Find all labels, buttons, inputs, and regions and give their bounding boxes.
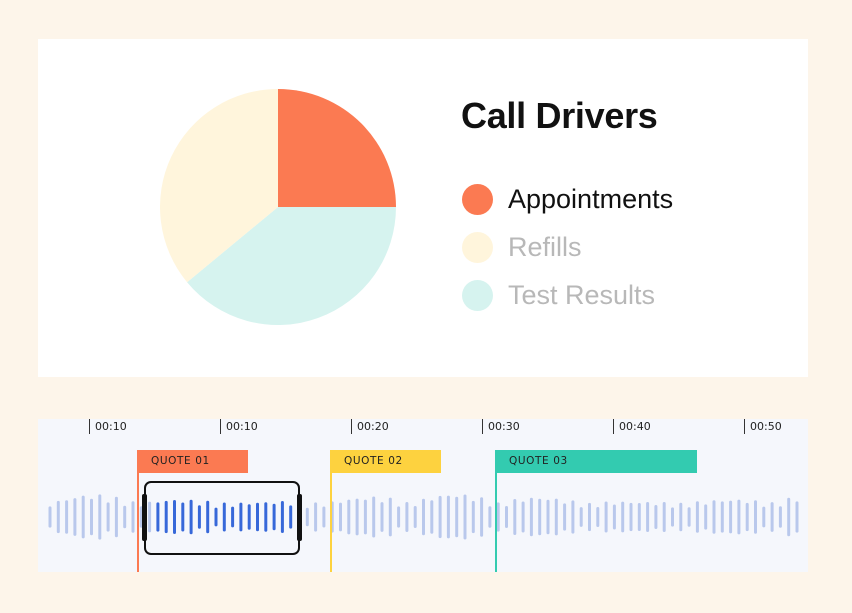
legend-item-appointments[interactable]: Appointments [462, 175, 673, 223]
legend-swatch [462, 279, 493, 311]
time-tick: 00:10 [89, 419, 127, 434]
quote-01-marker [137, 450, 139, 572]
pie-slice-refills[interactable] [160, 89, 278, 283]
time-tick: 00:30 [482, 419, 520, 434]
chart-card: Call Drivers Appointments Refills Test R… [38, 39, 808, 377]
legend-item-test-results[interactable]: Test Results [462, 271, 673, 319]
quote-02-marker [330, 450, 332, 572]
legend: Appointments Refills Test Results [462, 175, 673, 319]
pie-chart [160, 89, 396, 325]
pie-slice-appointments[interactable] [278, 89, 396, 207]
legend-label: Test Results [508, 279, 656, 310]
selection-box[interactable] [142, 481, 302, 555]
legend-label: Refills [508, 231, 582, 262]
time-tick: 00:20 [351, 419, 389, 434]
selection-handle-left[interactable] [142, 494, 147, 541]
chart-title: Call Drivers [461, 95, 658, 136]
audio-timeline[interactable]: 00:10 00:10 00:20 00:30 00:40 00:50 QUOT… [38, 419, 808, 572]
quote-02-flag[interactable]: QUOTE 02 [330, 450, 441, 473]
legend-item-refills[interactable]: Refills [462, 223, 673, 271]
quote-01-flag[interactable]: QUOTE 01 [137, 450, 248, 473]
time-tick: 00:10 [220, 419, 258, 434]
selection-handle-right[interactable] [297, 494, 302, 541]
legend-label: Appointments [508, 183, 674, 214]
waveform[interactable] [38, 419, 808, 572]
quote-03-marker [495, 450, 497, 572]
pie-slice-test-results[interactable] [187, 207, 396, 325]
legend-swatch [462, 231, 493, 263]
time-tick: 00:40 [613, 419, 651, 434]
quote-03-flag[interactable]: QUOTE 03 [495, 450, 697, 473]
time-tick: 00:50 [744, 419, 782, 434]
legend-swatch [462, 183, 493, 215]
